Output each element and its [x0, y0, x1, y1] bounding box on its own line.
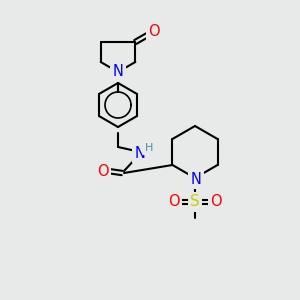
- Text: O: O: [168, 194, 180, 209]
- Text: N: N: [190, 172, 201, 187]
- Text: N: N: [135, 146, 146, 160]
- Text: O: O: [148, 25, 160, 40]
- Text: O: O: [97, 164, 109, 178]
- Text: N: N: [112, 64, 123, 80]
- Text: S: S: [190, 194, 200, 209]
- Text: H: H: [145, 143, 153, 153]
- Text: O: O: [210, 194, 222, 209]
